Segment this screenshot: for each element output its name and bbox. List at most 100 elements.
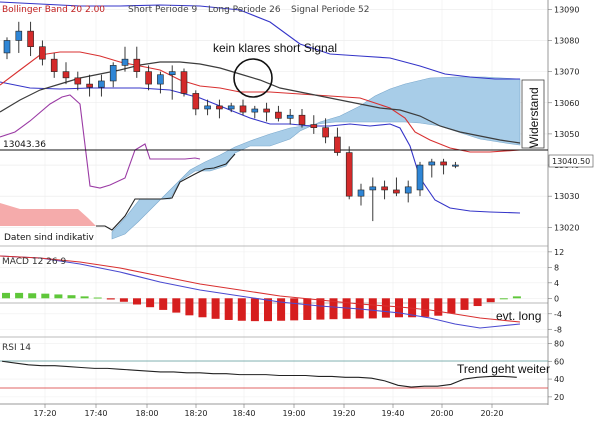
macd-bar xyxy=(2,292,10,299)
candle-body xyxy=(39,46,46,60)
macd-bar xyxy=(41,293,50,299)
macd-bar xyxy=(211,298,220,319)
candle-body xyxy=(109,65,117,82)
macd-bar xyxy=(290,298,299,321)
x-tick-label: 18:00 xyxy=(135,409,158,418)
candle-body xyxy=(322,127,329,138)
lagging-line xyxy=(0,94,201,189)
price-tag-label: 13040.50 xyxy=(552,157,590,166)
candle-body xyxy=(145,71,152,85)
macd-bar xyxy=(185,298,194,316)
y-tick-label-macd: 4 xyxy=(554,279,559,288)
macd-bar xyxy=(368,298,377,319)
y-tick-label-macd: -8 xyxy=(554,325,562,334)
legend-rsi: RSI 14 xyxy=(2,343,31,353)
y-tick-label-rsi: 20 xyxy=(554,393,564,402)
macd-bar xyxy=(381,298,390,318)
macd-signal-line xyxy=(0,255,521,323)
macd-gridlines xyxy=(0,251,548,330)
widerstand-box xyxy=(521,79,545,149)
macd-bar xyxy=(172,298,181,313)
y-tick-label-main: 13020 xyxy=(554,223,579,232)
legend-bollinger: Bollinger Band 20 2.00 xyxy=(2,5,105,15)
y-tick-label-main: 13060 xyxy=(554,99,579,108)
x-tick-label: 17:20 xyxy=(33,409,56,418)
legend-signal: Signal Periode 52 xyxy=(291,5,369,15)
legend-macd: MACD 12 26 9 xyxy=(2,257,66,267)
candle-body xyxy=(180,71,188,94)
macd-bar xyxy=(277,298,286,321)
candle-body xyxy=(416,164,424,191)
macd-bar xyxy=(499,298,508,300)
x-tick-label: 18:20 xyxy=(184,409,207,418)
y-tick-label-main: 13050 xyxy=(554,130,579,139)
macd-bar xyxy=(512,296,521,299)
candle-body xyxy=(428,161,436,166)
moving-average-line xyxy=(0,61,521,144)
y-tick-label-macd: 8 xyxy=(554,263,559,272)
candle-body xyxy=(74,77,82,85)
candle-body xyxy=(452,164,459,167)
macd-bar xyxy=(486,298,495,303)
macd-bar xyxy=(447,298,456,314)
candle-body xyxy=(15,30,23,41)
candle-body xyxy=(286,114,294,119)
y-tick-label-rsi: 60 xyxy=(554,357,564,366)
candle-body xyxy=(98,80,105,88)
macd-bar xyxy=(342,298,351,319)
candle-body xyxy=(440,161,447,166)
legend-long: Long Periode 26 xyxy=(208,5,281,15)
macd-bar xyxy=(421,298,430,317)
rsi-line xyxy=(1,360,517,388)
candle-body xyxy=(334,136,341,153)
kijun-line xyxy=(96,153,236,231)
macd-bar xyxy=(355,298,364,319)
y-tick-label-rsi: 40 xyxy=(554,375,564,384)
candle-body xyxy=(204,105,211,110)
y-tick-label-main: 13070 xyxy=(554,68,579,77)
candle-body xyxy=(168,71,176,76)
macd-bar xyxy=(264,298,272,322)
candle-body xyxy=(381,186,388,191)
candle-body xyxy=(192,93,200,110)
macd-bar xyxy=(198,298,207,318)
y-tick-label-macd: 0 xyxy=(554,294,559,303)
candle-body xyxy=(251,108,259,113)
candle-body xyxy=(275,111,282,119)
candle-body xyxy=(393,189,400,194)
candle-body xyxy=(62,71,70,79)
macd-bar xyxy=(237,298,246,321)
candle-body xyxy=(227,105,235,110)
annotation-short-signal: kein klares short Signal xyxy=(213,41,337,55)
macd-bar xyxy=(119,298,128,302)
y-axis-main: 1302013030130401305013060130701308013090 xyxy=(548,5,579,232)
macd-bar xyxy=(67,295,76,299)
macd-bar xyxy=(316,298,325,320)
annotation-circle xyxy=(233,58,273,98)
cloud-red-area xyxy=(0,203,96,226)
candle-body xyxy=(310,124,318,128)
annotation-trend: Trend geht weiter xyxy=(457,362,550,376)
macd-bar xyxy=(250,298,259,322)
annotation-widerstand: Widerstand xyxy=(527,87,541,148)
macd-histogram xyxy=(2,292,521,322)
macd-bar xyxy=(15,292,24,299)
y-axis-rsi: 20 40 60 80 xyxy=(548,339,564,402)
macd-bar xyxy=(473,298,482,307)
macd-bar xyxy=(146,298,155,308)
candle-body xyxy=(3,40,11,54)
macd-bar xyxy=(54,294,63,299)
macd-bar xyxy=(93,297,102,299)
candle-body xyxy=(345,152,353,197)
macd-bar xyxy=(329,298,338,320)
y-tick-label-rsi: 80 xyxy=(554,339,564,348)
x-tick-label: 20:20 xyxy=(480,409,503,418)
legend-short: Short Periode 9 xyxy=(128,5,197,15)
candle-body xyxy=(216,105,223,110)
candle-body xyxy=(298,114,306,125)
y-tick-label-main: 13090 xyxy=(554,5,579,14)
main-gridlines xyxy=(0,0,548,404)
candle-body xyxy=(121,58,129,66)
y-axis-macd: -8 -4 0 4 8 12 xyxy=(548,248,564,334)
